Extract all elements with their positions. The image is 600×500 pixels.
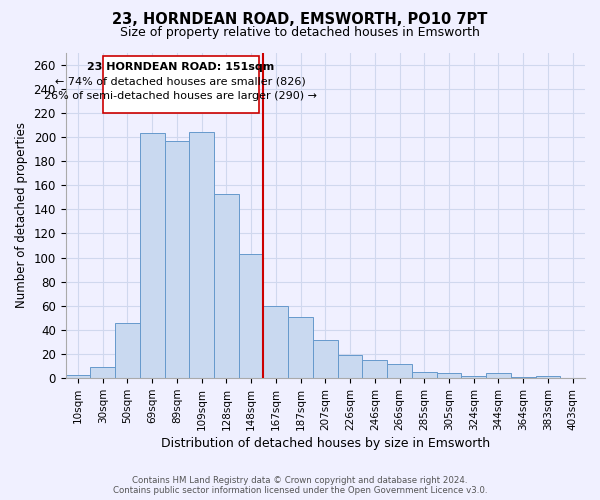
Bar [511,377,536,378]
Y-axis label: Number of detached properties: Number of detached properties [15,122,28,308]
Bar [190,132,214,378]
Bar [91,368,115,378]
Text: 23, HORNDEAN ROAD, EMSWORTH, PO10 7PT: 23, HORNDEAN ROAD, EMSWORTH, PO10 7PT [112,12,488,28]
Text: Contains HM Land Registry data © Crown copyright and database right 2024.
Contai: Contains HM Land Registry data © Crown c… [113,476,487,495]
Text: 23 HORNDEAN ROAD: 151sqm: 23 HORNDEAN ROAD: 151sqm [87,62,274,72]
FancyBboxPatch shape [103,56,259,113]
Bar [239,254,263,378]
Bar [362,360,387,378]
Bar [461,376,486,378]
Bar [536,376,560,378]
X-axis label: Distribution of detached houses by size in Emsworth: Distribution of detached houses by size … [161,437,490,450]
Bar [263,306,288,378]
Bar [164,140,190,378]
Text: 26% of semi-detached houses are larger (290) →: 26% of semi-detached houses are larger (… [44,91,317,101]
Text: Size of property relative to detached houses in Emsworth: Size of property relative to detached ho… [120,26,480,39]
Bar [288,316,313,378]
Bar [387,364,412,378]
Bar [313,340,338,378]
Bar [412,372,437,378]
Bar [65,374,91,378]
Text: ← 74% of detached houses are smaller (826): ← 74% of detached houses are smaller (82… [55,76,306,86]
Bar [214,194,239,378]
Bar [437,374,461,378]
Bar [486,374,511,378]
Bar [338,356,362,378]
Bar [115,322,140,378]
Bar [140,134,164,378]
